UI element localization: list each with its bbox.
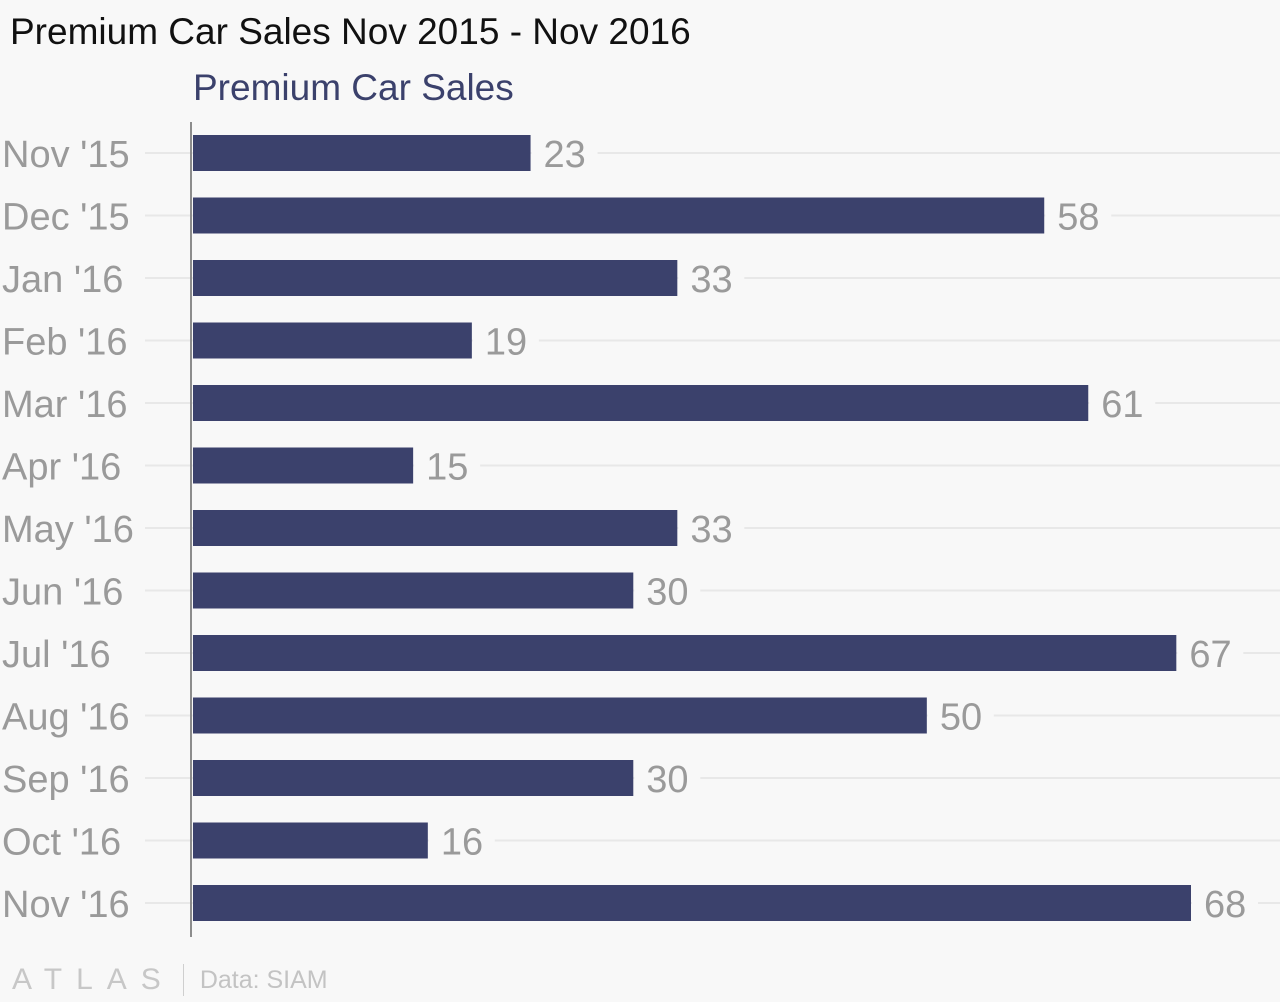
- bar: [193, 697, 927, 734]
- value-label-backdrop: [634, 570, 701, 611]
- category-label: Jun '16: [2, 572, 123, 614]
- bar: [193, 135, 531, 171]
- category-labels: Nov '15 Dec '15 Jan '16 Feb '16 Mar '16 Apr '…: [0, 131, 140, 926]
- value-label: 19: [485, 322, 527, 364]
- tick-label-backdrop: [0, 506, 140, 550]
- category-label: Oct '16: [2, 822, 121, 864]
- footer-divider: [182, 964, 184, 996]
- value-label-backdrop: [1089, 383, 1156, 423]
- category-label: Feb '16: [2, 322, 128, 364]
- bars: [193, 135, 1191, 921]
- tick-label-backdrop: [0, 881, 140, 925]
- atlas-logo: ATLAS: [12, 963, 175, 996]
- category-label: Mar '16: [2, 384, 128, 426]
- value-label: 50: [940, 697, 982, 739]
- tick-label-backdrop: [0, 693, 140, 738]
- bar: [193, 510, 678, 546]
- value-label: 30: [646, 759, 688, 801]
- tick-label-backdrop: [0, 381, 140, 425]
- footer: ATLAS Data: SIAM: [12, 962, 328, 998]
- value-label: 58: [1057, 197, 1099, 239]
- chart-title: Premium Car Sales Nov 2015 - Nov 2016: [10, 11, 691, 52]
- value-label-backdrop: [634, 758, 701, 798]
- value-label-backdrop: [1177, 633, 1244, 673]
- value-label-backdrop: [1045, 195, 1112, 236]
- value-label-backdrop: [927, 695, 994, 736]
- series-label: Premium Car Sales: [193, 67, 514, 108]
- value-label-backdrop: [472, 320, 539, 361]
- value-label-backdrop: [531, 133, 598, 173]
- value-label-backdrop: [414, 445, 481, 486]
- value-label-backdrop: [428, 820, 495, 861]
- value-label-backdrop: [678, 258, 745, 298]
- category-label: Aug '16: [2, 697, 130, 739]
- value-label-backdrop: [1192, 883, 1258, 923]
- bar: [193, 635, 1177, 671]
- category-label: Dec '15: [2, 197, 130, 239]
- tick-label-backdrop: [0, 631, 140, 675]
- value-label: 16: [441, 822, 483, 864]
- value-label: 61: [1101, 384, 1143, 426]
- tick-label-backdrop: [0, 568, 140, 613]
- category-label: Jan '16: [2, 259, 123, 301]
- category-label: Nov '16: [2, 884, 130, 926]
- data-source: Data: SIAM: [199, 965, 328, 994]
- value-label: 33: [690, 509, 732, 551]
- tick-label-backdrop: [0, 818, 140, 863]
- bar: [193, 385, 1089, 421]
- bar: [193, 197, 1045, 234]
- bar: [193, 572, 634, 609]
- bar: [193, 260, 678, 296]
- value-label: 33: [690, 259, 732, 301]
- category-label: Jul '16: [2, 634, 111, 676]
- category-label: May '16: [2, 509, 134, 551]
- category-label: Nov '15: [2, 134, 130, 176]
- tick-label-backdrop: [0, 318, 140, 363]
- value-label: 68: [1204, 884, 1246, 926]
- category-label: Apr '16: [2, 447, 121, 489]
- tick-label-backdrop: [0, 256, 140, 300]
- category-label: Sep '16: [2, 759, 130, 801]
- bar: [193, 822, 428, 859]
- value-label-backdrop: [678, 508, 745, 548]
- value-label: 15: [426, 447, 468, 489]
- bar: [193, 322, 472, 359]
- value-label: 23: [544, 134, 586, 176]
- bar: [193, 885, 1191, 921]
- tick-label-backdrop: [0, 756, 140, 800]
- bar: [193, 447, 414, 484]
- value-label: 67: [1189, 634, 1231, 676]
- tick-label-backdrop: [0, 443, 140, 488]
- bar: [193, 760, 634, 796]
- value-label: 30: [646, 572, 688, 614]
- tick-label-backdrop: [0, 193, 140, 238]
- tick-label-backdrop: [0, 131, 140, 175]
